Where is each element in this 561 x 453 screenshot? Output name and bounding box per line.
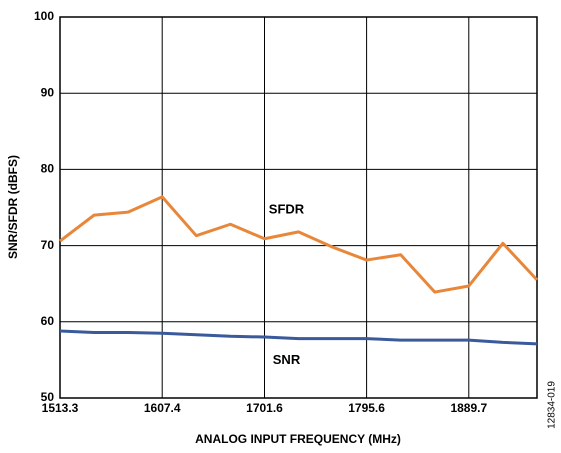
y-tick-label: 90: [41, 85, 55, 99]
y-tick-label: 50: [41, 390, 55, 404]
x-tick-label: 1889.7: [450, 401, 487, 415]
series-line: [59, 195, 539, 294]
plot-frame: [59, 16, 538, 399]
y-axis-label: SNR/SFDR (dBFS): [6, 155, 20, 259]
series-label: SNR: [273, 352, 301, 367]
y-tick-label: 60: [41, 314, 55, 328]
x-tick-label: 1795.6: [348, 401, 385, 415]
y-tick-label: 80: [41, 162, 55, 176]
x-tick-label: 1607.4: [144, 401, 181, 415]
x-axis-label: ANALOG INPUT FREQUENCY (MHz): [195, 432, 401, 446]
y-tick-label: 70: [41, 238, 55, 252]
figure-id: 12834-019: [547, 381, 558, 429]
series-label: SFDR: [269, 201, 305, 216]
x-tick-label: 1513.3: [42, 401, 79, 415]
series-line: [59, 329, 538, 346]
y-tick-label: 100: [34, 9, 54, 23]
x-tick-label: 1701.6: [246, 401, 283, 415]
